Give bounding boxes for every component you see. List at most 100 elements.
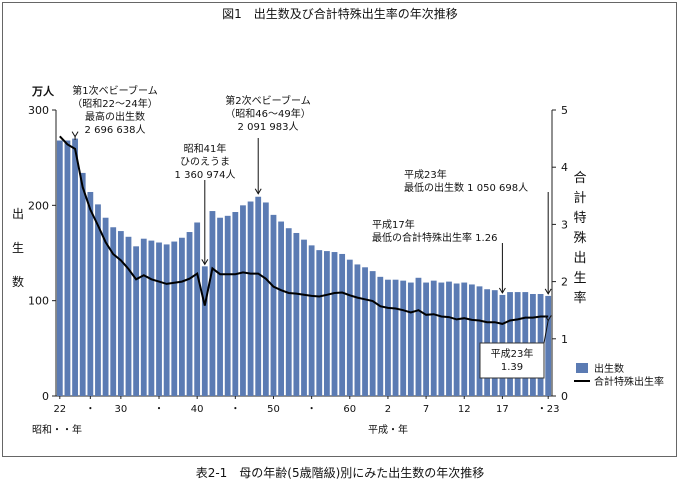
bar-1981 bbox=[316, 250, 323, 396]
bar-1999 bbox=[453, 283, 460, 396]
bar-1988 bbox=[369, 271, 376, 396]
bar-1990 bbox=[385, 279, 391, 396]
y-right-tick-label: 5 bbox=[561, 104, 568, 117]
bar-1998 bbox=[446, 281, 452, 396]
bar-1977 bbox=[285, 228, 292, 396]
bar-1963 bbox=[179, 237, 185, 396]
x-tick-label: 12 bbox=[458, 404, 471, 415]
annotation-hinoeuma-line: 昭和41年 bbox=[184, 142, 227, 155]
bar-1969 bbox=[224, 215, 231, 396]
bar-1986 bbox=[354, 264, 361, 396]
x-tick-label: 30 bbox=[114, 404, 127, 415]
bar-1960 bbox=[156, 242, 162, 396]
x-tick-label: 17 bbox=[496, 404, 509, 415]
annotation-h17low-arrowhead bbox=[498, 287, 506, 294]
bar-1952 bbox=[95, 204, 101, 396]
bar-1959 bbox=[148, 240, 155, 396]
y-left-unit: 万人 bbox=[31, 84, 55, 98]
bar-2000 bbox=[461, 282, 468, 396]
annotation-hinoeuma-arrowhead bbox=[201, 259, 209, 266]
bar-1979 bbox=[301, 239, 307, 396]
y-right-tick-label: 0 bbox=[561, 390, 568, 403]
bar-1962 bbox=[171, 241, 178, 396]
x-tick-label: 50 bbox=[267, 404, 280, 415]
y-left-tick-label: 0 bbox=[42, 390, 49, 403]
bar-1992 bbox=[400, 280, 407, 396]
y-left-tick-label: 100 bbox=[28, 295, 49, 308]
bar-1972 bbox=[247, 201, 254, 396]
annotation-boom1-line: 2 696 638人 bbox=[85, 124, 146, 136]
table-caption: 表2-1 母の年齢(5歳階級)別にみた出生数の年次推移 bbox=[196, 465, 485, 480]
annotation-h23low-line: 最低の出生数 1 050 698人 bbox=[404, 181, 528, 194]
y-left-label-char: 出 bbox=[12, 207, 24, 221]
y-right-tick-label: 1 bbox=[561, 333, 568, 346]
bar-1958 bbox=[140, 238, 147, 396]
figure-frame bbox=[2, 2, 677, 457]
bar-1953 bbox=[102, 217, 109, 396]
y-left-label-char: 生 bbox=[12, 241, 24, 255]
annotation-h23rate-line: 1.39 bbox=[501, 362, 523, 373]
x-tick-label: ・ bbox=[230, 404, 240, 415]
bar-1971 bbox=[240, 205, 246, 396]
bar-1978 bbox=[293, 232, 300, 396]
figure-title: 図1 出生数及び合計特殊出生率の年次推移 bbox=[222, 6, 458, 21]
annotation-hinoeuma-line: ひのえうま bbox=[180, 156, 230, 168]
bar-1987 bbox=[362, 267, 368, 396]
x-tick-label: 40 bbox=[191, 404, 204, 415]
y-right-label-char: 合 bbox=[573, 171, 586, 186]
bar-1954 bbox=[110, 227, 117, 396]
y-left-label-char: 数 bbox=[12, 274, 24, 289]
x-tick-label: 2 bbox=[385, 404, 391, 415]
bar-1976 bbox=[278, 221, 285, 396]
annotation-boom2-line: 第2次ベビーブーム bbox=[225, 94, 310, 107]
bar-1968 bbox=[217, 217, 223, 396]
bar-1989 bbox=[377, 276, 384, 396]
bar-1982 bbox=[323, 251, 330, 396]
bar-1951 bbox=[87, 191, 94, 396]
bar-2002 bbox=[476, 286, 483, 396]
y-right-label-char: 出 bbox=[573, 251, 586, 266]
bar-1995 bbox=[423, 282, 429, 396]
bar-1965 bbox=[194, 222, 201, 396]
y-right-label-char: 生 bbox=[573, 271, 586, 286]
y-left-tick-label: 300 bbox=[28, 104, 49, 117]
x-tick-label: ・ bbox=[307, 404, 317, 415]
bar-1996 bbox=[430, 280, 437, 396]
annotation-h23rate-line: 平成23年 bbox=[491, 347, 534, 360]
bar-1961 bbox=[163, 244, 170, 396]
bars-series bbox=[56, 138, 552, 396]
x-tick-label: 22 bbox=[53, 404, 66, 415]
bar-1980 bbox=[308, 245, 315, 396]
bar-1985 bbox=[346, 259, 353, 396]
bar-1994 bbox=[415, 277, 422, 396]
annotation-h23low-arrowhead bbox=[544, 288, 552, 295]
annotation-h17low-line: 最低の合計特殊出生率 1.26 bbox=[372, 231, 497, 244]
bar-1955 bbox=[117, 231, 124, 396]
x-tick-label: ・ bbox=[85, 404, 95, 415]
bar-1950 bbox=[79, 172, 86, 396]
annotation-h23rate-box bbox=[479, 342, 545, 379]
annotation-h17low-line: 平成17年 bbox=[372, 218, 415, 231]
annotation-boom1-arrowhead bbox=[71, 131, 79, 138]
annotation-hinoeuma-line: 1 360 974人 bbox=[175, 169, 236, 181]
y-right-tick-label: 2 bbox=[561, 276, 568, 289]
x-tick-label: ・23 bbox=[537, 404, 560, 415]
bar-1948 bbox=[64, 140, 71, 396]
x-tick-label: 7 bbox=[423, 404, 429, 415]
bar-1984 bbox=[339, 253, 346, 396]
y-left-tick-label: 200 bbox=[28, 199, 49, 212]
annotation-boom1-line: 最高の出生数 bbox=[85, 110, 145, 123]
y-right-label-char: 率 bbox=[573, 290, 586, 306]
bar-1973 bbox=[255, 196, 262, 396]
bar-1974 bbox=[262, 202, 269, 396]
bar-2001 bbox=[468, 284, 475, 396]
bar-1956 bbox=[125, 236, 132, 396]
legend-swatch-births bbox=[576, 363, 588, 373]
bar-1957 bbox=[133, 246, 140, 396]
y-right-label-char: 殊 bbox=[573, 231, 586, 246]
rate-line bbox=[59, 135, 549, 325]
bar-2011 bbox=[545, 295, 552, 396]
